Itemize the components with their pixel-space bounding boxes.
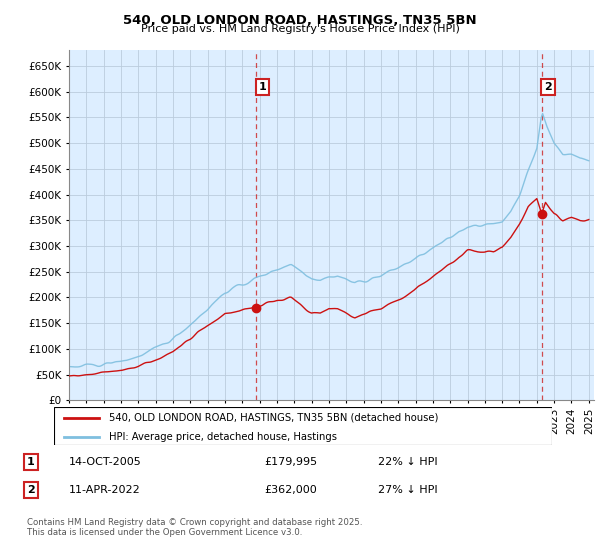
- Text: Price paid vs. HM Land Registry's House Price Index (HPI): Price paid vs. HM Land Registry's House …: [140, 24, 460, 34]
- Text: 540, OLD LONDON ROAD, HASTINGS, TN35 5BN (detached house): 540, OLD LONDON ROAD, HASTINGS, TN35 5BN…: [109, 413, 438, 423]
- Text: Contains HM Land Registry data © Crown copyright and database right 2025.
This d: Contains HM Land Registry data © Crown c…: [27, 518, 362, 538]
- Text: 1: 1: [27, 457, 35, 467]
- Text: 27% ↓ HPI: 27% ↓ HPI: [378, 485, 437, 495]
- Text: 2: 2: [544, 82, 552, 92]
- Text: £362,000: £362,000: [264, 485, 317, 495]
- Text: £179,995: £179,995: [264, 457, 317, 467]
- Text: 11-APR-2022: 11-APR-2022: [69, 485, 141, 495]
- Text: 1: 1: [259, 82, 266, 92]
- Text: 2: 2: [27, 485, 35, 495]
- Text: 540, OLD LONDON ROAD, HASTINGS, TN35 5BN: 540, OLD LONDON ROAD, HASTINGS, TN35 5BN: [123, 14, 477, 27]
- Text: 22% ↓ HPI: 22% ↓ HPI: [378, 457, 437, 467]
- Text: 14-OCT-2005: 14-OCT-2005: [69, 457, 142, 467]
- Text: HPI: Average price, detached house, Hastings: HPI: Average price, detached house, Hast…: [109, 432, 337, 442]
